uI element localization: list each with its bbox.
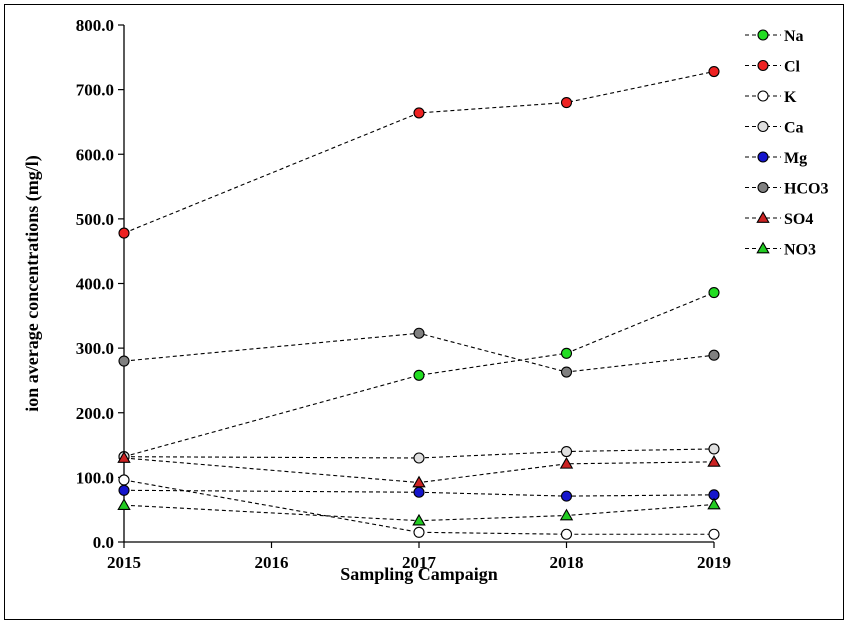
- y-tick-label: 300.0: [76, 339, 114, 358]
- legend-label-cl: Cl: [784, 59, 801, 76]
- legend-label-hco3: HCO3: [784, 181, 828, 198]
- legend-marker-ca: [758, 122, 768, 132]
- legend-marker-na: [758, 30, 768, 40]
- data-point-na: [709, 288, 719, 298]
- data-point-so4: [708, 456, 720, 466]
- figure-frame: [5, 5, 844, 620]
- x-tick-label: 2018: [550, 553, 584, 572]
- data-point-k: [414, 527, 424, 537]
- y-tick-label: 700.0: [76, 81, 114, 100]
- series-markers: [118, 67, 720, 540]
- data-point-k: [709, 529, 719, 539]
- data-point-cl: [414, 108, 424, 118]
- legend-label-na: Na: [784, 28, 804, 45]
- data-point-mg: [562, 491, 572, 501]
- data-point-hco3: [709, 350, 719, 360]
- legend-marker-so4: [757, 212, 769, 222]
- data-point-mg: [414, 487, 424, 497]
- legend-label-k: K: [784, 89, 797, 106]
- data-point-k: [562, 529, 572, 539]
- data-point-no3: [118, 499, 130, 509]
- data-point-na: [562, 348, 572, 358]
- y-tick-label: 600.0: [76, 145, 114, 164]
- y-tick-label: 200.0: [76, 404, 114, 423]
- data-point-hco3: [119, 356, 129, 366]
- legend-marker-cl: [758, 61, 768, 71]
- x-tick-label: 2019: [697, 553, 731, 572]
- legend-label-no3: NO3: [784, 242, 816, 259]
- data-point-cl: [562, 98, 572, 108]
- x-tick-label: 2016: [255, 553, 289, 572]
- data-point-no3: [708, 499, 720, 509]
- legend-marker-mg: [758, 152, 768, 162]
- y-tick-label: 400.0: [76, 275, 114, 294]
- data-point-so4: [561, 458, 573, 468]
- legend-marker-k: [758, 91, 768, 101]
- x-axis-title: Sampling Campaign: [340, 564, 498, 584]
- data-point-mg: [119, 485, 129, 495]
- legend-label-mg: Mg: [784, 150, 807, 167]
- y-tick-label: 500.0: [76, 210, 114, 229]
- legend-marker-hco3: [758, 183, 768, 193]
- data-point-no3: [561, 510, 573, 520]
- series-line-hco3: [124, 333, 714, 372]
- data-point-cl: [119, 228, 129, 238]
- data-point-ca: [562, 447, 572, 457]
- legend-label-so4: SO4: [784, 211, 813, 228]
- legend-marker-no3: [757, 243, 769, 253]
- data-point-na: [414, 370, 424, 380]
- y-axis-title: ion average concentrations (mg/l): [22, 155, 43, 411]
- data-point-k: [119, 475, 129, 485]
- legend-label-ca: Ca: [784, 120, 804, 137]
- y-tick-label: 800.0: [76, 16, 114, 35]
- y-tick-label: 100.0: [76, 468, 114, 487]
- legend: Na Cl K Ca Mg HCO3 SO4 NO3: [745, 28, 828, 259]
- data-point-hco3: [414, 328, 424, 338]
- data-point-so4: [413, 477, 425, 487]
- data-point-ca: [709, 444, 719, 454]
- series-lines: [124, 72, 714, 535]
- data-point-ca: [414, 453, 424, 463]
- data-point-no3: [413, 515, 425, 525]
- y-tick-label: 0.0: [93, 533, 114, 552]
- data-point-hco3: [562, 367, 572, 377]
- x-tick-label: 2015: [107, 553, 141, 572]
- series-line-cl: [124, 72, 714, 234]
- data-point-cl: [709, 67, 719, 77]
